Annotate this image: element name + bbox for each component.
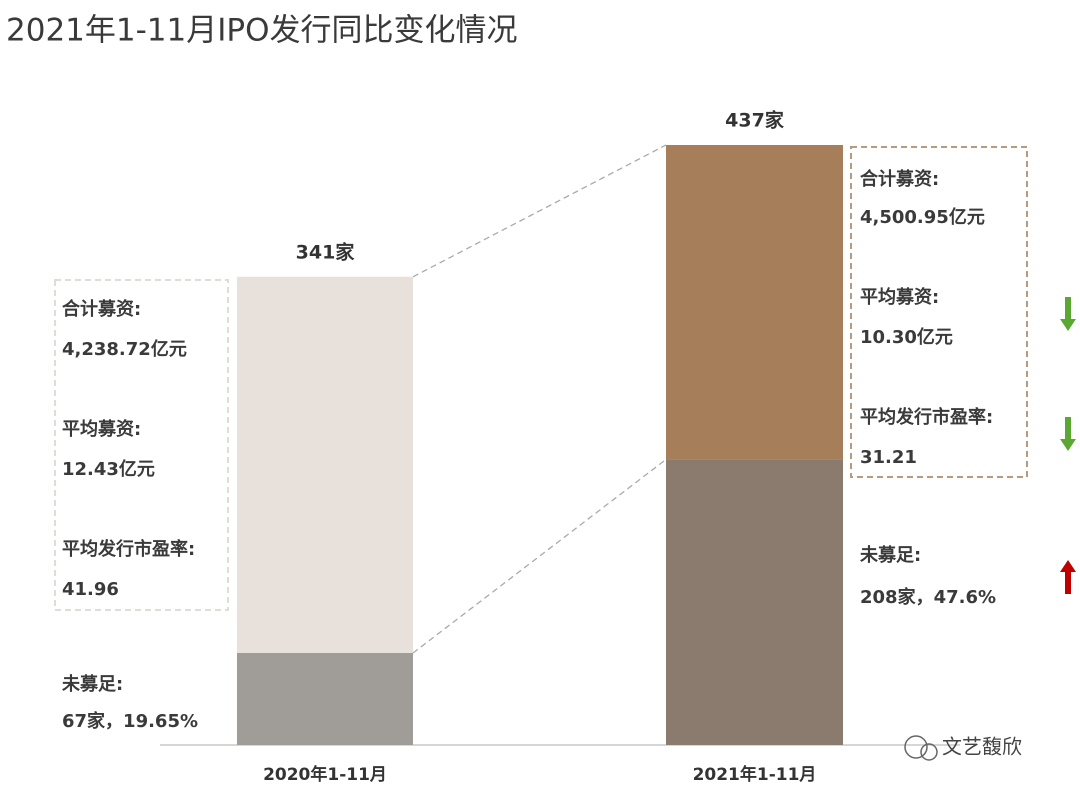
note-line: 未募足: xyxy=(62,674,123,695)
note-line: 208家，47.6% xyxy=(860,586,996,608)
trend-arrow xyxy=(1060,560,1076,594)
note-line: 10.30亿元 xyxy=(860,326,953,348)
note-line: 平均发行市盈率: xyxy=(860,406,993,428)
note-line: 4,238.72亿元 xyxy=(62,338,187,360)
total-label: 437家 xyxy=(725,109,785,132)
trend-arrow xyxy=(1060,417,1076,451)
connector xyxy=(412,458,667,654)
note-line: 平均募资: xyxy=(860,286,939,308)
note-line: 合计募资: xyxy=(860,168,939,190)
note-line: 12.43亿元 xyxy=(62,458,155,480)
note-line: 未募足: xyxy=(860,545,921,566)
connector xyxy=(412,144,667,278)
bar-segment xyxy=(666,459,843,745)
note-line: 平均募资: xyxy=(62,418,141,440)
bar-segment xyxy=(237,653,413,745)
bar-segment xyxy=(237,276,413,654)
note-box xyxy=(54,279,229,611)
note-line: 平均发行市盈率: xyxy=(62,538,195,560)
x-tick-label: 2021年1-11月 xyxy=(693,764,817,785)
trend-arrow xyxy=(1060,297,1076,331)
watermark-text: 文艺馥欣 xyxy=(942,735,1022,759)
x-tick-label: 2020年1-11月 xyxy=(263,764,387,785)
chart-title: 2021年1-11月IPO发行同比变化情况 xyxy=(6,13,517,49)
note-line: 67家，19.65% xyxy=(62,710,198,732)
watermark: 文艺馥欣 xyxy=(904,735,1022,761)
note-line: 41.96 xyxy=(62,579,119,600)
note-line: 31.21 xyxy=(860,447,917,468)
note-box xyxy=(850,146,1028,478)
note-line: 4,500.95亿元 xyxy=(860,206,985,228)
total-label: 341家 xyxy=(296,240,356,263)
note-line: 合计募资: xyxy=(62,298,141,320)
bar-segment xyxy=(666,145,843,460)
